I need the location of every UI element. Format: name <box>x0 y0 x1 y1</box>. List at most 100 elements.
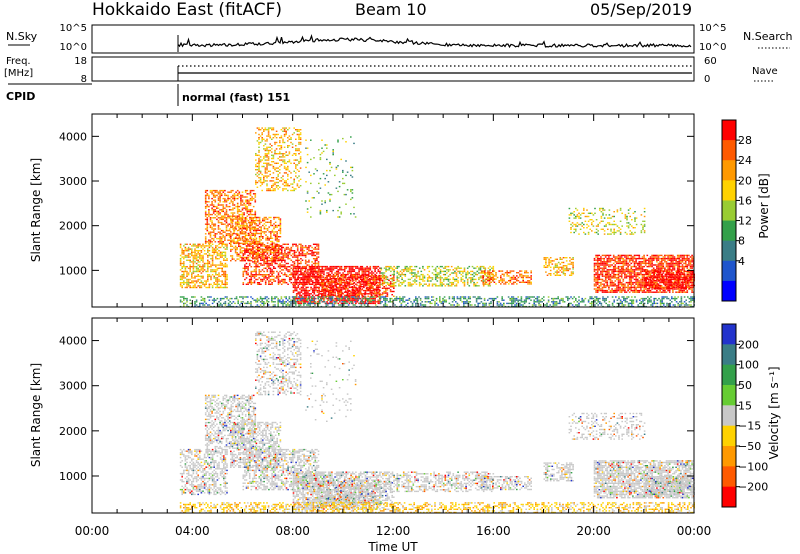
heatmap-cell <box>291 189 294 192</box>
heatmap-cell <box>293 159 295 161</box>
heatmap-cell <box>284 266 286 268</box>
heatmap-cell <box>241 218 243 220</box>
heatmap-cell <box>609 283 612 285</box>
heatmap-cell <box>191 248 193 250</box>
heatmap-cell <box>252 258 254 260</box>
heatmap-cell <box>260 231 262 233</box>
heatmap-cell <box>264 180 267 182</box>
heatmap-cell <box>204 236 207 238</box>
heatmap-cell <box>350 293 352 295</box>
heatmap-cell <box>471 270 474 273</box>
heatmap-cell <box>264 274 267 276</box>
heatmap-cell <box>258 239 261 241</box>
heatmap-cell <box>327 272 330 274</box>
heatmap-cell <box>249 189 252 192</box>
heatmap-cell <box>240 210 242 213</box>
heatmap-cell <box>316 253 318 255</box>
heatmap-cell <box>218 275 220 277</box>
heatmap-cell <box>225 228 228 230</box>
heatmap-cell <box>304 269 307 271</box>
heatmap-cell <box>241 199 244 201</box>
heatmap-cell <box>219 251 222 253</box>
heatmap-cell <box>278 216 280 219</box>
heatmap-cell <box>218 254 220 257</box>
heatmap-cell <box>374 301 376 303</box>
heatmap-cell <box>490 267 493 269</box>
heatmap-cell <box>389 290 392 293</box>
heatmap-cell <box>317 294 320 296</box>
heatmap-cell <box>287 283 289 285</box>
heatmap-cell <box>389 274 392 277</box>
heatmap-cell <box>316 294 319 297</box>
heatmap-cell <box>296 169 299 171</box>
heatmap-cell <box>272 258 275 260</box>
heatmap-cell <box>339 285 341 287</box>
heatmap-cell <box>197 278 199 281</box>
heatmap-cell <box>269 164 271 166</box>
heatmap-cell <box>283 167 286 169</box>
heatmap-cell <box>239 226 242 228</box>
heatmap-cell <box>262 242 264 244</box>
heatmap-cell <box>553 260 555 262</box>
heatmap-cell <box>630 281 633 284</box>
heatmap-cell <box>326 275 328 277</box>
heatmap-cell <box>219 267 222 269</box>
heatmap-cell <box>204 197 207 200</box>
heatmap-cell <box>332 265 335 268</box>
heatmap-cell <box>191 280 193 282</box>
heatmap-cell <box>362 281 365 283</box>
heatmap-cell <box>480 280 483 282</box>
heatmap-cell <box>303 265 306 268</box>
heatmap-cell <box>285 243 288 245</box>
heatmap-cell <box>619 289 621 292</box>
heatmap-cell <box>350 299 352 301</box>
heatmap-cell <box>383 287 385 289</box>
heatmap-cell <box>284 250 286 252</box>
heatmap-cell <box>622 254 625 257</box>
heatmap-cell <box>282 189 284 192</box>
heatmap-cell <box>351 286 353 288</box>
heatmap-cell <box>299 301 301 303</box>
heatmap-cell <box>612 265 615 268</box>
heatmap-cell <box>215 245 217 247</box>
heatmap-cell <box>287 248 289 250</box>
heatmap-cell <box>283 165 286 168</box>
heatmap-cell <box>598 288 601 290</box>
heatmap-cell <box>609 289 612 292</box>
heatmap-cell <box>617 269 620 271</box>
heatmap-cell <box>214 228 217 230</box>
heatmap-cell <box>633 285 636 287</box>
heatmap-cell <box>484 280 487 282</box>
heatmap-cell <box>327 286 330 289</box>
heatmap-cell <box>353 291 356 293</box>
heatmap-cell <box>282 159 284 161</box>
heatmap-cell <box>259 141 262 144</box>
heatmap-cell <box>253 270 256 273</box>
heatmap-cell <box>203 283 206 285</box>
heatmap-cell <box>422 278 424 281</box>
heatmap-cell <box>224 285 227 287</box>
heatmap-cell <box>329 291 332 293</box>
heatmap-cell <box>292 269 295 271</box>
heatmap-cell <box>466 270 469 273</box>
heatmap-cell <box>383 267 386 269</box>
heatmap-cell <box>200 272 203 274</box>
heatmap-cell <box>311 280 314 282</box>
heatmap-cell <box>351 282 353 285</box>
heatmap-cell <box>466 283 469 285</box>
heatmap-cell <box>596 283 599 285</box>
heatmap-cell <box>277 250 280 252</box>
heatmap-cell <box>256 181 259 184</box>
heatmap-cell <box>332 286 335 289</box>
heatmap-cell <box>600 289 602 292</box>
heatmap-cell <box>224 254 227 257</box>
heatmap-cell <box>266 140 268 142</box>
heatmap-cell <box>268 260 270 262</box>
heatmap-cell <box>260 262 262 265</box>
heatmap-cell <box>270 220 272 222</box>
heatmap-cell <box>264 162 267 164</box>
heatmap-cell <box>266 153 268 155</box>
heatmap-cell <box>284 274 286 276</box>
heatmap-cell <box>303 301 306 303</box>
heatmap-cell <box>242 258 245 260</box>
